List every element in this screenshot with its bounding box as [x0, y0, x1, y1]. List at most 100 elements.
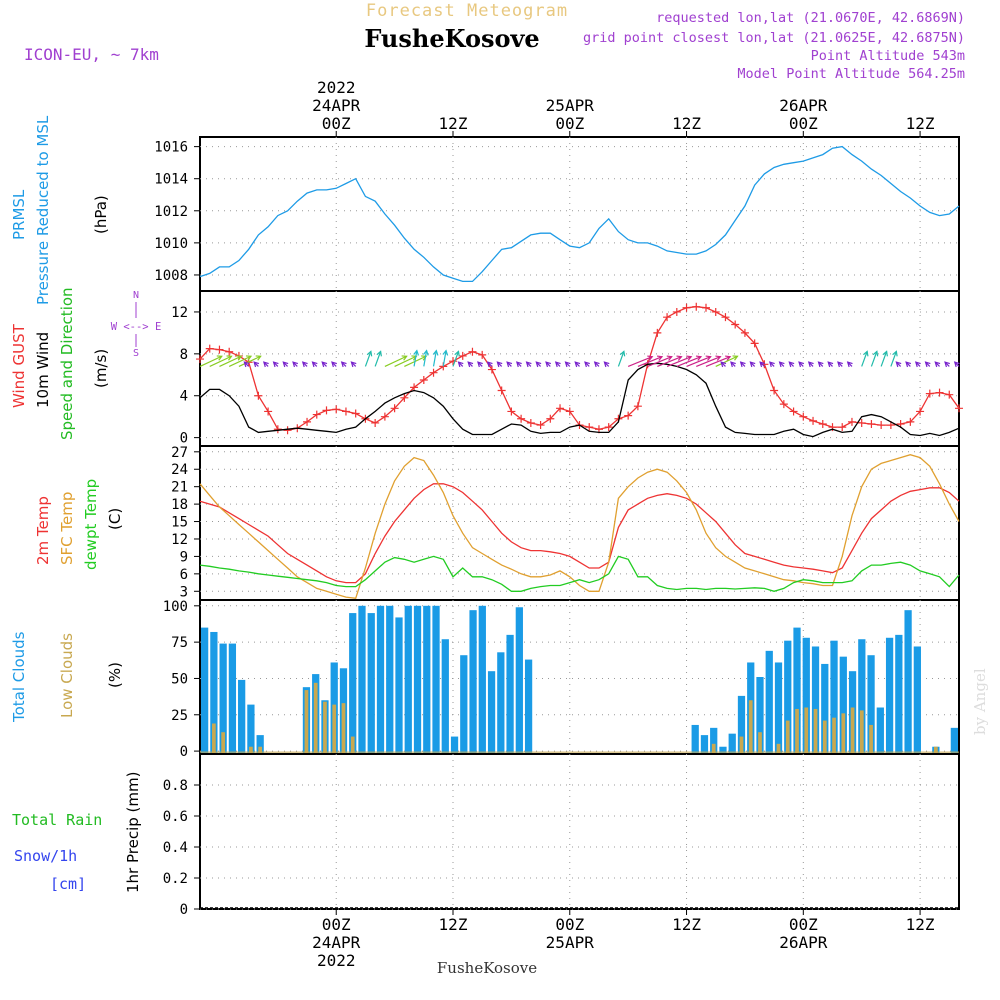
wind-arrow-head: [914, 361, 921, 368]
total-cloud-bar: [876, 707, 884, 754]
plot-area: 1008101010121014101604812369121518212427…: [154, 78, 963, 970]
wind-arrow-head: [432, 349, 439, 356]
gust-marker: [916, 407, 925, 416]
wind-gust-label: Wind GUST: [10, 323, 28, 408]
total-cloud-bar: [497, 652, 505, 754]
gust-marker: [312, 410, 321, 419]
total-clouds-label: Total Clouds: [10, 631, 28, 723]
model-label: ICON-EU, ~ 7km: [24, 45, 159, 64]
point-altitude: Point Altitude 543m: [811, 48, 965, 64]
wind-direction-arrow: [432, 350, 437, 367]
top-time-label-5: 12Z: [906, 114, 935, 133]
gust-marker: [818, 420, 827, 429]
wind-unit-label: (m/s): [92, 349, 110, 388]
y-tick-label-2-0: 3: [180, 584, 188, 600]
gust-marker: [809, 416, 818, 425]
wind-arrow-head: [798, 361, 805, 368]
gust-marker: [507, 407, 516, 416]
wind10-label: 10m Wind: [34, 332, 52, 408]
wind-arrow-head: [255, 355, 262, 361]
wind-arrow-head: [730, 361, 736, 368]
wind-arrow-head: [863, 350, 869, 357]
wind-arrow-head: [676, 355, 683, 361]
gust-marker: [799, 412, 808, 421]
forecast-subtitle: Forecast Meteogram: [366, 1, 568, 21]
snow-unit-label: [cm]: [50, 875, 86, 893]
total-cloud-bar: [450, 736, 459, 754]
series-line-10m-wind: [199, 362, 960, 438]
gust-marker: [682, 303, 691, 312]
y-tick-label-4-0: 0: [180, 902, 188, 918]
bottom-time-label-2: 25APR: [546, 933, 595, 952]
wind-arrow-head: [759, 361, 766, 368]
wind-arrow-head: [574, 361, 581, 368]
gust-marker: [497, 386, 506, 395]
wind-direction-arrow: [705, 356, 731, 367]
gust-marker: [205, 344, 214, 353]
bottom-time-label-4: 26APR: [779, 933, 828, 952]
wind-direction-arrow: [238, 355, 261, 367]
gust-marker: [857, 418, 866, 427]
wind-direction-arrow: [219, 355, 242, 367]
gust-marker: [536, 421, 545, 430]
total-cloud-bar: [441, 639, 449, 754]
wind-arrow-head: [749, 361, 756, 368]
wind-arrow-head: [603, 361, 610, 368]
y-tick-label-0-1: 1010: [154, 236, 188, 252]
wind-arrow-head: [350, 361, 357, 368]
total-cloud-bar: [469, 610, 477, 754]
total-cloud-bar: [413, 605, 422, 754]
total-cloud-bar: [404, 605, 412, 754]
total-cloud-bar: [386, 605, 394, 754]
low-cloud-bar: [711, 743, 716, 754]
wind-arrow-head: [872, 350, 879, 357]
low-cloud-bar: [832, 717, 836, 754]
y-tick-label-1-1: 4: [180, 389, 188, 405]
low-cloud-bar: [350, 736, 355, 754]
bottom-time-label-2: 00Z: [555, 915, 584, 934]
wind-arrow-head: [892, 350, 898, 357]
y-tick-label-1-2: 8: [180, 347, 188, 363]
wind-arrow-head: [656, 355, 664, 361]
wind-arrow-head: [882, 350, 888, 357]
wind-arrow-head: [245, 355, 253, 361]
top-time-label-0: 00Z: [322, 114, 351, 133]
total-cloud-bar: [774, 662, 783, 754]
wind-direction-arrow: [384, 355, 407, 367]
gust-marker: [556, 404, 565, 413]
y-tick-label-0-3: 1014: [154, 172, 188, 188]
wind-arrow-head: [442, 349, 449, 356]
prmsl-label: PRMSL: [10, 189, 28, 240]
total-cloud-bar: [728, 733, 736, 754]
wind-arrow-head: [584, 361, 590, 368]
wind-direction-arrow: [890, 351, 897, 367]
wind-direction-arrow: [676, 356, 702, 367]
series-line-wind-gust: [199, 306, 960, 431]
panel-frame-4: [199, 753, 960, 910]
gust-marker: [225, 347, 234, 356]
gust-marker: [264, 407, 273, 416]
low-cloud-bar: [332, 704, 337, 754]
low-cloud-bar: [850, 707, 855, 754]
y-tick-label-2-8: 27: [171, 445, 188, 461]
gust-marker: [546, 414, 555, 423]
wind-direction-arrow: [861, 351, 868, 367]
pressure-msl-label: Pressure Reduced to MSL: [34, 115, 52, 305]
gust-marker: [273, 425, 282, 434]
wind-arrow-head: [695, 355, 703, 361]
wind-arrow-head: [331, 361, 337, 368]
bottom-location-label: FusheKosove: [437, 959, 537, 977]
y-tick-label-3-0: 0: [180, 744, 188, 760]
low-cloud-bar: [249, 746, 253, 754]
total-cloud-bar: [802, 637, 810, 754]
gust-marker: [341, 407, 350, 416]
top-time-label-2: 25APR: [546, 96, 595, 115]
low-cloud-bar: [859, 710, 864, 754]
wind-arrow-head: [366, 350, 373, 357]
y-tick-label-3-1: 25: [171, 708, 188, 724]
low-cloud-bar: [822, 720, 827, 754]
wind-direction-arrow: [199, 355, 223, 367]
series-line-2m-temp: [199, 483, 960, 584]
wind-arrow-head: [934, 361, 941, 368]
